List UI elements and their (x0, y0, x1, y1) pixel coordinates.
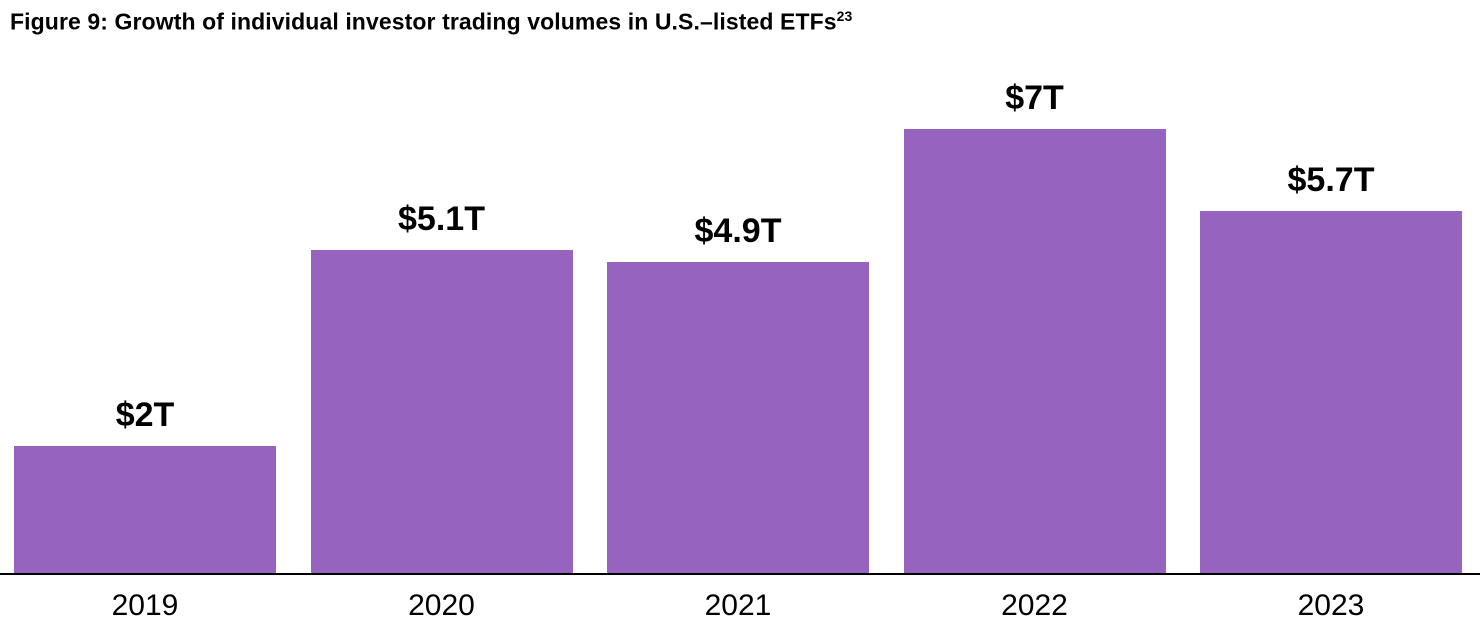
x-axis-label: 2021 (704, 589, 772, 622)
chart-title-text: Figure 9: Growth of individual investor … (10, 8, 837, 35)
bar-group-2023: $5.7T (1200, 163, 1462, 573)
bar-value-label: $5.7T (1287, 161, 1375, 199)
x-axis-label: 2022 (1001, 589, 1068, 622)
bar-chart-plot-area: $2T $5.1T $4.9T $7T $5.7T (0, 60, 1480, 575)
bar (14, 446, 276, 573)
chart-title: Figure 9: Growth of individual investor … (10, 8, 852, 36)
bar (1200, 211, 1462, 573)
bar-value-label: $5.1T (398, 200, 485, 238)
bar (903, 129, 1166, 573)
bar-value-label: $4.9T (694, 212, 782, 250)
bar-group-2021: $4.9T (607, 214, 869, 573)
chart-title-footnote-ref: 23 (836, 8, 853, 24)
bar-group-2019: $2T (14, 398, 276, 573)
bars-row: $2T $5.1T $4.9T $7T $5.7T (14, 60, 1462, 573)
x-axis-label: 2020 (408, 589, 475, 622)
bar-group-2022: $7T (903, 79, 1166, 573)
bar-group-2020: $5.1T (310, 200, 573, 573)
x-axis-label: 2019 (111, 589, 179, 622)
bar (607, 262, 869, 573)
bar (310, 250, 573, 573)
bar-value-label: $7T (1005, 79, 1064, 117)
x-axis-labels: 2019 2020 2021 2022 2023 (14, 588, 1462, 624)
x-axis-label: 2023 (1297, 589, 1365, 622)
bar-value-label: $2T (115, 396, 175, 434)
